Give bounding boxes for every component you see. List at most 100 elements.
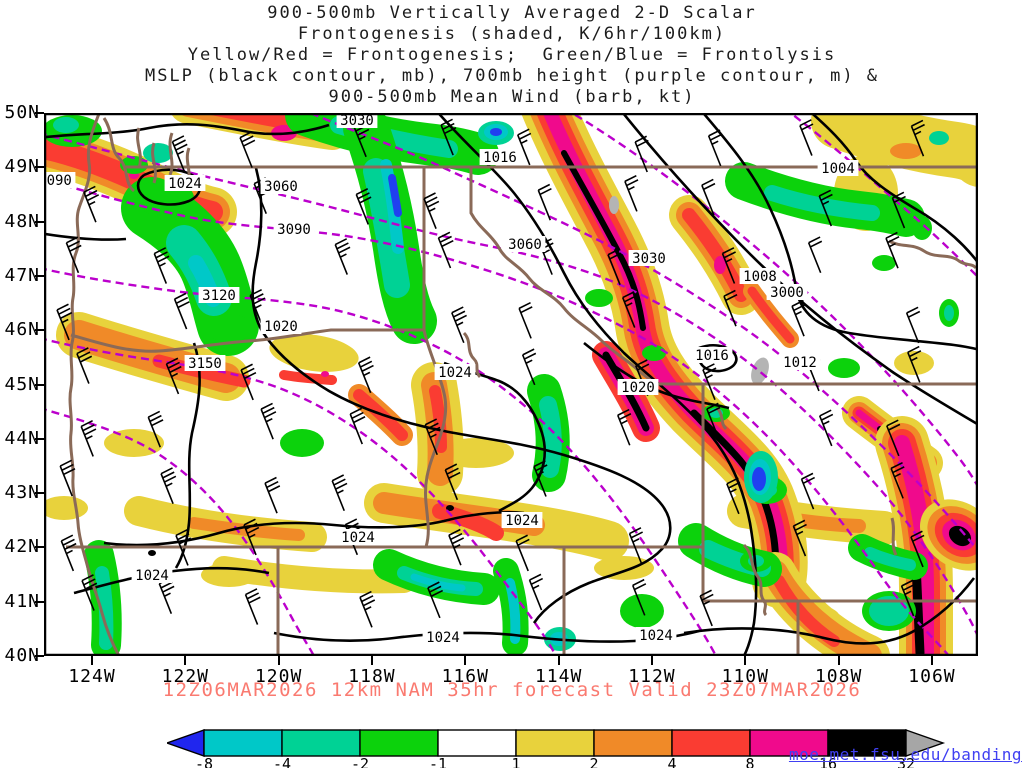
axis-tick	[35, 600, 44, 603]
wind-barb	[807, 236, 823, 274]
axis-tick	[370, 656, 373, 665]
colorbar-tick-label: -2	[351, 755, 369, 768]
colorbar-tick-label: 2	[589, 755, 598, 768]
svg-text:3150: 3150	[188, 356, 222, 372]
wind-barb	[240, 363, 257, 401]
height-contours-layer	[44, 113, 978, 656]
lat-label: 49N	[4, 156, 40, 178]
mslp-contour-label: 1020	[260, 318, 302, 335]
lon-label: 112W	[628, 666, 676, 687]
wind-barb	[264, 476, 281, 514]
wind-barb	[607, 248, 622, 286]
map-title-line-3: Yellow/Red = Frontogenesis; Green/Blue =…	[187, 45, 837, 65]
wind-barb	[444, 463, 461, 501]
colorbar-tick-label: -4	[273, 755, 291, 768]
wind-barb	[891, 191, 906, 229]
lat-label: 42N	[4, 536, 40, 558]
height700-contour-label: 3150	[184, 355, 226, 372]
wind-barb	[448, 528, 465, 566]
wind-barb	[818, 189, 833, 227]
colorbar-cell	[359, 729, 439, 757]
wind-barb	[910, 119, 925, 157]
lat-label: 44N	[4, 427, 40, 449]
axis-tick	[35, 437, 44, 440]
lon-label: 118W	[348, 666, 396, 687]
svg-text:1012: 1012	[783, 355, 817, 371]
wind-barb	[357, 356, 374, 394]
wind-barb	[907, 345, 922, 383]
mslp-contour-label: 1024	[635, 627, 677, 644]
lat-label: 40N	[4, 645, 40, 666]
wind-barb	[424, 418, 441, 456]
mslp-contour-label: 1004	[817, 160, 859, 177]
wind-barb	[617, 408, 632, 446]
wind-barb	[56, 303, 73, 341]
wind-barb	[334, 238, 351, 275]
colorbar-right-arrow	[905, 729, 946, 757]
wind-barb	[59, 459, 76, 497]
lon-label: 110W	[721, 666, 769, 687]
lon-label: 116W	[441, 666, 489, 687]
wind-barb	[885, 231, 900, 269]
lat-label: 43N	[4, 482, 40, 504]
axis-tick	[35, 383, 44, 386]
mslp-contour-label: 1024	[131, 567, 173, 584]
map-title-line-1: 900-500mb Vertically Averaged 2-D Scalar	[267, 3, 757, 23]
svg-text:1024: 1024	[505, 513, 539, 529]
map-title-line-2: Frontogenesis (shaded, K/6hr/100km)	[297, 24, 727, 44]
lon-label: 122W	[161, 666, 209, 687]
axis-tick	[35, 220, 44, 223]
wind-barb	[440, 118, 457, 156]
height700-contour-label: 3120	[198, 287, 240, 304]
svg-text:1016: 1016	[483, 150, 517, 166]
wind-barb	[818, 409, 834, 447]
colorbar-tick-label: 4	[667, 755, 676, 768]
height700-contour-label: 3030	[628, 250, 670, 267]
wind-barb	[437, 231, 454, 269]
mslp-contour-label: 1008	[739, 268, 781, 285]
wind-barb	[624, 174, 639, 212]
axis-tick	[184, 656, 187, 665]
lat-label: 46N	[4, 319, 40, 341]
wind-barb	[165, 357, 182, 395]
wind-barb	[799, 119, 814, 156]
colorbar-cell	[671, 729, 751, 757]
svg-text:1004: 1004	[821, 161, 855, 177]
wind-barb	[171, 135, 188, 172]
credit-link[interactable]: moe.met.fsu.edu/banding	[788, 745, 1022, 764]
wind-barb	[518, 301, 533, 339]
wind-barb	[726, 477, 741, 515]
axis-tick	[35, 329, 44, 332]
wind-barb	[792, 519, 807, 557]
wind-barb	[355, 188, 372, 225]
wind-barb	[427, 581, 444, 619]
mslp-contour-label: 1024	[164, 175, 206, 192]
wind-barb	[800, 472, 815, 510]
wind-barb	[175, 528, 192, 566]
wind-barb	[706, 402, 721, 440]
wind-barb	[621, 291, 637, 328]
wind-barb	[537, 183, 552, 221]
axis-tick	[35, 112, 44, 114]
wind-barb	[515, 534, 530, 572]
map-title-block: 900-500mb Vertically Averaged 2-D Scalar…	[0, 3, 1024, 108]
wind-barb	[701, 178, 716, 216]
wind-barb	[900, 579, 916, 617]
svg-text:1024: 1024	[341, 530, 375, 546]
mslp-contour-label: 1020	[617, 379, 659, 396]
wind-barb	[260, 402, 277, 440]
mslp-contour-label: 1024	[501, 512, 543, 529]
svg-text:3060: 3060	[264, 179, 298, 195]
wind-barb	[886, 419, 901, 457]
svg-text:3030: 3030	[632, 251, 666, 267]
svg-text:1016: 1016	[695, 348, 729, 364]
lat-label: 45N	[4, 373, 40, 395]
svg-text:1024: 1024	[168, 176, 202, 192]
colorbar-tick-label: 16	[819, 755, 837, 768]
wind-barb	[628, 527, 644, 564]
height700-contour-label: 3060	[260, 178, 302, 195]
svg-text:3030: 3030	[340, 113, 374, 129]
colorbar-cell	[203, 729, 283, 757]
wind-barb	[173, 292, 190, 330]
height700-contour-label: 3000	[766, 284, 808, 301]
